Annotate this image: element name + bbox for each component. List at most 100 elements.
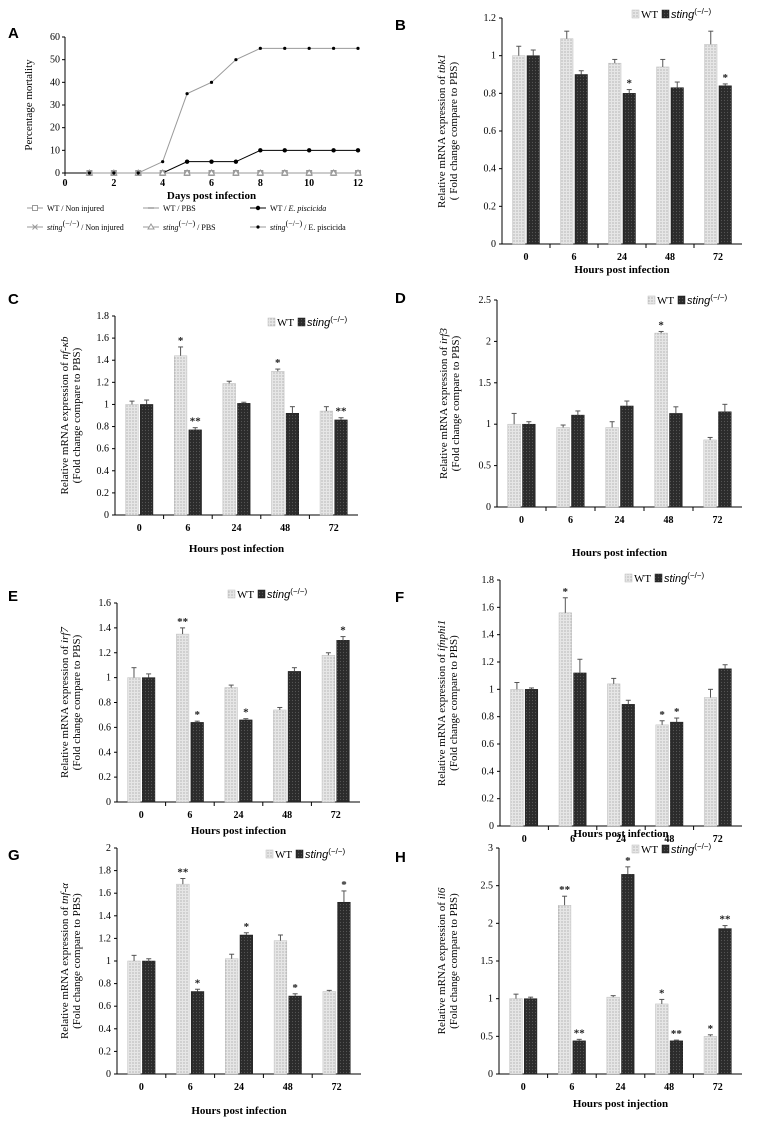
panel-b: B 0 0.2 0.4 0.6 0.8 1 1.2 0 6 24 * 48 72 * Hours post i… [395, 7, 742, 276]
bar-wt [222, 383, 236, 516]
legend-sting-name: sting [664, 573, 688, 585]
line-marker [232, 169, 240, 176]
y-tick-label: 1.2 [482, 657, 495, 668]
series-line-2 [87, 148, 361, 176]
legend: WT sting(−/−) [265, 847, 345, 861]
bar-wt [321, 654, 335, 803]
y-axis-title-text: Relative mRNA expression of [59, 904, 71, 1039]
line-marker [355, 148, 361, 153]
y-tick-label: 40 [50, 77, 60, 88]
line-marker [87, 171, 92, 175]
x-tick-label: 48 [664, 834, 674, 845]
y-tick-label: 0 [104, 510, 109, 521]
legend-swatch-sting [677, 295, 686, 305]
bar-sting [621, 874, 635, 1075]
legend-entry-a-5: sting(−/−) / E. piscicida [250, 219, 346, 232]
bar-sting [524, 689, 539, 827]
line-marker [331, 46, 336, 50]
y-tick-label: 0.6 [99, 1001, 112, 1012]
bar-wt [322, 991, 336, 1075]
legend-sting-name: sting [305, 849, 329, 861]
y-tick-label: 0.4 [97, 466, 110, 477]
panel-letter-d: D [395, 290, 406, 307]
x-tick-label: 0 [139, 810, 144, 821]
y-tick-label: 0 [55, 168, 60, 179]
y-tick-label: 2.5 [481, 881, 494, 892]
legend-swatch-sting [257, 589, 266, 599]
x-tick-label: 10 [304, 178, 314, 189]
bar-sting [188, 429, 202, 516]
y-tick-label: 0.6 [484, 126, 497, 137]
bar-sting [337, 901, 351, 1075]
significance-mark: * [625, 855, 631, 867]
x-tick-label: 0 [137, 523, 142, 534]
bar-sting [334, 419, 348, 516]
y-tick-label: 0.8 [99, 698, 112, 709]
legend-label-sting: sting(−/−) [671, 842, 711, 857]
x-tick-label: 72 [713, 515, 723, 526]
legend-entry-a-3: sting(−/−) / Non injured [27, 219, 124, 233]
significance-mark: ** [177, 616, 189, 628]
line-marker [280, 169, 289, 176]
significance-mark: ** [190, 416, 202, 428]
x-tick-label: 48 [282, 810, 292, 821]
legend-sting-genotype: (−/−) [694, 842, 711, 851]
y-tick-label: 0.4 [482, 766, 495, 777]
bar-sting [571, 414, 585, 508]
line-marker [209, 80, 214, 84]
significance-mark: * [659, 709, 665, 721]
bar-sting [621, 704, 635, 827]
bar-sting [670, 721, 684, 827]
line-marker [306, 148, 312, 153]
bar-wt [319, 410, 333, 516]
bar-sting [622, 93, 636, 245]
y-axis-title: Relative mRNA expression of nf-κb [59, 336, 71, 495]
legend-swatch-wt [647, 295, 656, 305]
y-tick-label: 0.2 [99, 772, 112, 783]
legend-text-italic: sting [47, 223, 63, 232]
line-marker [356, 46, 360, 50]
legend-label-sting: sting(−/−) [671, 7, 711, 22]
line-marker [183, 169, 191, 176]
legend-sting-genotype: (−/−) [694, 7, 711, 16]
y-axis-title-text: Relative mRNA expression of [438, 344, 450, 479]
x-axis-title: Hours post infection [574, 264, 669, 276]
y-tick-label: 2 [106, 843, 111, 854]
significance-mark: ** [559, 884, 571, 896]
significance-mark: * [340, 625, 346, 637]
y-axis-subtitle: (Fold change compare to PBS) [450, 335, 462, 471]
bar-sting [669, 413, 683, 508]
x-tick-label: 6 [568, 515, 573, 526]
x-tick-label: 72 [329, 523, 339, 534]
x-tick-label: 24 [615, 515, 625, 526]
y-tick-label: 0.8 [482, 712, 495, 723]
y-axis-title: Relative mRNA expression of tnf-α [59, 883, 71, 1039]
y-tick-label: 1 [486, 419, 491, 430]
y-axis-gene-name: irf3 [438, 328, 450, 344]
significance-mark: * [243, 707, 249, 719]
y-axis-title: Relative mRNA expression of il6 [436, 887, 448, 1034]
panel-a: A 0 10 20 30 40 50 60 0 2 4 6 8 10 12 Days post infecti… [8, 25, 363, 232]
significance-mark: * [341, 879, 347, 891]
legend-text-post: / Non injured [79, 223, 124, 232]
legend-text-italic: sting [270, 223, 286, 232]
significance-mark: * [563, 586, 569, 598]
bar-wt [512, 55, 526, 245]
legend-label: sting(−/−) / Non injured [47, 219, 124, 233]
y-axis-subtitle: (Fold change compare to PBS) [71, 893, 83, 1029]
panel-letter-e: E [8, 588, 18, 605]
significance-mark: * [708, 1023, 714, 1035]
y-axis-gene-name: ifnphi1 [436, 620, 448, 651]
legend-label-wt: WT [634, 573, 651, 585]
bar-wt [655, 1003, 669, 1075]
x-tick-label: 72 [331, 810, 341, 821]
line-marker [256, 169, 265, 176]
y-tick-label: 1.2 [99, 933, 112, 944]
legend-swatch-wt [631, 9, 640, 19]
bar-sting [526, 55, 540, 245]
bar-wt [273, 709, 287, 803]
legend-swatch-sting [661, 844, 670, 854]
y-tick-label: 1.2 [99, 648, 112, 659]
y-axis-subtitle: (Fold change compare to PBS) [448, 893, 460, 1029]
legend-label-wt: WT [641, 844, 658, 856]
